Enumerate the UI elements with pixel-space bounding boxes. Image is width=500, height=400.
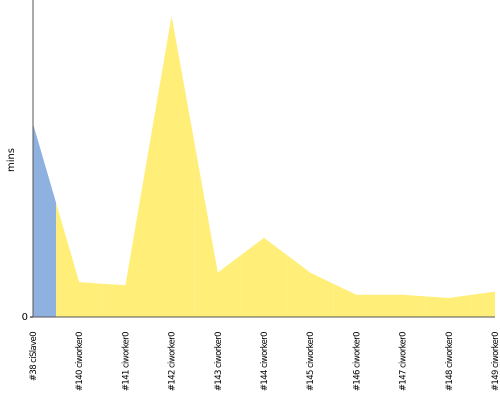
x-tick-label: #38 ciSlave0 bbox=[29, 332, 39, 381]
x-tick-label: #149 ciworker0 bbox=[491, 332, 500, 391]
area-segment bbox=[240, 237, 288, 317]
area-segment bbox=[33, 123, 57, 317]
x-tick-label: #142 ciworker0 bbox=[168, 332, 178, 391]
x-tick-label: #148 ciworker0 bbox=[445, 332, 455, 391]
y-axis-label: mins bbox=[6, 148, 17, 172]
x-tick-label: #144 ciworker0 bbox=[260, 332, 270, 391]
x-tick-label: #141 ciworker0 bbox=[121, 332, 131, 391]
area-segment bbox=[287, 255, 334, 317]
y-tick-label: 0 bbox=[22, 312, 28, 323]
area-segment bbox=[56, 202, 103, 317]
area-segment bbox=[194, 144, 241, 317]
area-segment bbox=[471, 291, 495, 317]
x-tick-label: #145 ciworker0 bbox=[306, 332, 316, 391]
x-tick-label: #140 ciworker0 bbox=[75, 332, 85, 391]
x-tick-label: #146 ciworker0 bbox=[352, 332, 362, 391]
x-tick-label: #143 ciworker0 bbox=[214, 332, 224, 391]
area-segment bbox=[148, 15, 195, 317]
area-segment bbox=[333, 283, 380, 317]
area-segment bbox=[379, 294, 426, 317]
area-segment bbox=[425, 294, 472, 317]
area-segment bbox=[102, 150, 149, 317]
x-tick-label: #147 ciworker0 bbox=[399, 332, 409, 391]
